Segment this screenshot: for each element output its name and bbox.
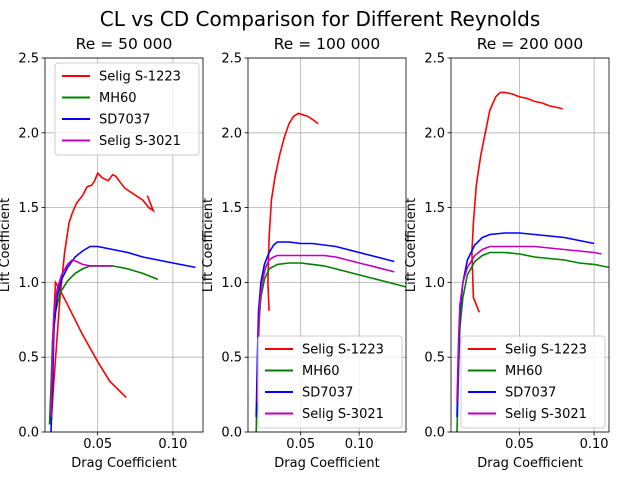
y-tick-label: 0.5 — [424, 351, 445, 366]
legend-label: MH60 — [99, 91, 137, 106]
legend-label: SD7037 — [302, 386, 353, 401]
legend-label: SD7037 — [99, 113, 150, 128]
legend-label: Selig S-3021 — [505, 407, 587, 422]
y-tick-label: 0.0 — [18, 426, 39, 441]
subplot-title: Re = 100 000 — [274, 35, 381, 53]
y-tick-label: 0.0 — [424, 426, 445, 441]
x-axis-label: Drag Coefficient — [71, 456, 176, 471]
y-tick-label: 1.5 — [221, 201, 242, 216]
series-line-selig-s-3021 — [256, 254, 395, 403]
legend-label: Selig S-3021 — [302, 407, 384, 422]
series-line-selig-s-1223 — [267, 112, 319, 311]
x-tick-label: 0.05 — [286, 437, 315, 452]
x-tick-label: 0.05 — [83, 437, 112, 452]
y-tick-label: 1.0 — [424, 276, 445, 291]
axes-frame — [247, 57, 407, 433]
y-tick-label: 0.5 — [18, 351, 39, 366]
legend: Selig S-1223 MH60 SD7037 Selig S-3021 — [54, 62, 200, 156]
x-tick-label: 0.10 — [580, 437, 609, 452]
x-tick-label: 0.10 — [345, 437, 374, 452]
y-tick-label: 0.5 — [221, 351, 242, 366]
y-tick-label: 1.0 — [18, 276, 39, 291]
legend-box — [54, 62, 200, 156]
y-tick-label: 2.0 — [18, 126, 39, 141]
axes-frame — [450, 57, 610, 433]
series-line-sd7037 — [255, 241, 395, 418]
x-axis-label: Drag Coefficient — [274, 456, 379, 471]
legend-label: Selig S-1223 — [505, 343, 587, 358]
y-tick-label: 1.5 — [424, 201, 445, 216]
legend: Selig S-1223 MH60 SD7037 Selig S-3021 — [460, 335, 606, 429]
series-line-mh60 — [456, 251, 609, 432]
y-axis-label: Lift Coefficient — [404, 198, 419, 292]
y-tick-label: 2.0 — [424, 126, 445, 141]
y-tick-label: 2.5 — [424, 52, 445, 67]
x-tick-label: 0.10 — [158, 437, 187, 452]
y-tick-label: 1.5 — [18, 201, 39, 216]
subplot-3: 0.05 0.10 0.0 0.5 1.0 1.5 2.0 2.5 Re = 200 000 Dr… — [404, 35, 610, 471]
legend-label: SD7037 — [505, 386, 556, 401]
series-line-selig-s-1223 — [50, 171, 155, 425]
legend: Selig S-1223 MH60 SD7037 Selig S-3021 — [257, 335, 403, 429]
y-axis-label: Lift Coefficient — [0, 198, 13, 292]
y-axis-label: Lift Coefficient — [201, 198, 216, 292]
subplot-title: Re = 50 000 — [76, 35, 173, 53]
y-tick-label: 1.0 — [221, 276, 242, 291]
series-line-selig-s-3021 — [50, 259, 113, 418]
legend-label: Selig S-1223 — [302, 343, 384, 358]
legend-label: MH60 — [302, 364, 340, 379]
x-axis-label: Drag Coefficient — [477, 456, 582, 471]
series-line-sd7037 — [50, 245, 196, 432]
figure-title: CL vs CD Comparison for Different Reynol… — [100, 7, 541, 31]
axes-frame — [44, 57, 204, 433]
y-tick-label: 2.5 — [221, 52, 242, 67]
x-tick-label: 0.05 — [505, 437, 534, 452]
series-line-selig-s-1223 — [471, 91, 563, 313]
y-tick-label: 2.5 — [18, 52, 39, 67]
subplot-title: Re = 200 000 — [477, 35, 584, 53]
y-tick-label: 0.0 — [221, 426, 242, 441]
subplot-2: 0.05 0.10 0.0 0.5 1.0 1.5 2.0 2.5 Re = 100 000 Dr… — [201, 35, 407, 471]
series-line-selig-s-3021 — [456, 245, 602, 403]
subplot-1: 0.05 0.10 0.0 0.5 1.0 1.5 2.0 2.5 Re = 50 000 Dra… — [0, 35, 204, 471]
legend-box — [257, 335, 403, 429]
legend-label: MH60 — [505, 364, 543, 379]
legend-box — [460, 335, 606, 429]
subplots: 0.05 0.10 0.0 0.5 1.0 1.5 2.0 2.5 Re = 50 000 Dra… — [0, 35, 610, 471]
legend-label: Selig S-3021 — [99, 134, 181, 149]
y-tick-label: 2.0 — [221, 126, 242, 141]
legend-label: Selig S-1223 — [99, 70, 181, 85]
